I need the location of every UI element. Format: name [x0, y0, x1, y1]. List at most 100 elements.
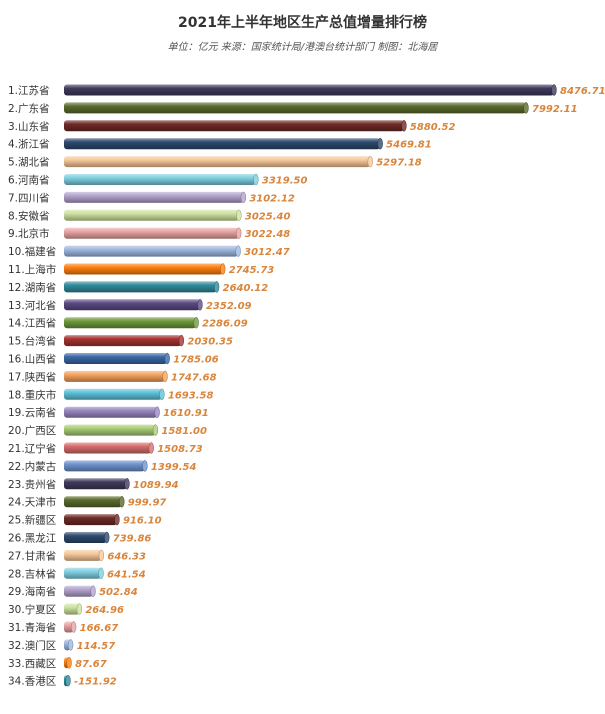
- chart-title: 2021年上半年地区生产总值增量排行榜: [178, 15, 427, 31]
- bar-cap: [551, 84, 557, 96]
- value-label: 166.67: [80, 623, 119, 634]
- bar-cap: [236, 227, 242, 239]
- value-label: 5297.18: [376, 158, 422, 169]
- category-label: 3.山东省: [8, 120, 50, 133]
- bar: [64, 281, 217, 293]
- bar: [64, 120, 404, 132]
- bar: [64, 84, 554, 96]
- value-label: 1610.91: [163, 408, 209, 419]
- bar: [64, 138, 381, 150]
- bar: [64, 335, 182, 347]
- bar-cap: [98, 549, 105, 562]
- value-label: 5880.52: [410, 122, 456, 133]
- bar-cap: [240, 191, 246, 204]
- bar-cap: [236, 209, 242, 222]
- category-label: 6.河南省: [8, 174, 50, 187]
- value-label: 739.86: [113, 534, 152, 545]
- value-label: 2640.12: [223, 283, 269, 294]
- value-label: 1693.58: [168, 390, 214, 401]
- bar: [64, 191, 244, 203]
- bar-cap: [65, 674, 71, 687]
- category-label: 8.安徽省: [8, 209, 50, 222]
- bar-cap: [220, 263, 226, 275]
- value-label: 2286.09: [202, 319, 248, 330]
- bar-cap: [152, 424, 159, 436]
- bar-cap: [70, 621, 77, 633]
- bar: [64, 514, 117, 526]
- bar: [64, 442, 152, 454]
- value-label: 1785.06: [173, 355, 219, 366]
- value-label: 641.54: [107, 569, 146, 580]
- category-label: 24.天津市: [8, 496, 56, 509]
- category-label: 5.湖北省: [8, 156, 50, 169]
- bar: [64, 317, 197, 329]
- bar: [64, 227, 239, 239]
- bar: [64, 567, 102, 579]
- value-label: 646.33: [107, 551, 146, 562]
- bar-cap: [67, 639, 74, 651]
- bar-cap: [119, 495, 125, 508]
- bar: [64, 209, 239, 221]
- bar: [64, 603, 80, 615]
- bar-cap: [162, 370, 168, 383]
- category-label: 4.浙江省: [8, 138, 50, 151]
- category-label: 30.宁夏区: [8, 603, 56, 616]
- value-label: 5469.81: [386, 140, 432, 151]
- value-label: 3319.50: [262, 176, 308, 187]
- bar-cap: [148, 442, 154, 454]
- bar: [64, 406, 158, 418]
- bar: [64, 174, 256, 185]
- bar-cap: [235, 245, 241, 257]
- value-label: 8476.71: [560, 86, 605, 97]
- category-label: 27.甘肃省: [8, 549, 56, 562]
- value-label: 87.67: [75, 659, 107, 670]
- category-label: 31.青海省: [8, 621, 56, 634]
- bar: [64, 102, 526, 114]
- bar-cap: [142, 460, 148, 472]
- value-label: 3012.47: [244, 247, 290, 258]
- bar-cap: [377, 137, 383, 150]
- bar-cap: [98, 567, 104, 580]
- bar-cap: [90, 585, 96, 597]
- category-label: 29.海南省: [8, 585, 56, 598]
- category-label: 32.澳门区: [8, 639, 56, 652]
- bar: [64, 460, 145, 472]
- bar: [64, 532, 107, 543]
- value-label: 999.97: [128, 498, 167, 509]
- bar: [64, 478, 128, 490]
- category-label: 22.内蒙古: [8, 460, 56, 473]
- bar-cap: [159, 388, 165, 401]
- value-label: 1581.00: [161, 426, 207, 437]
- bar-cap: [104, 531, 110, 544]
- bar: [64, 156, 371, 168]
- value-label: 502.84: [99, 587, 138, 598]
- value-label: 1508.73: [157, 444, 203, 455]
- value-label: 1399.54: [151, 462, 197, 473]
- category-label: 25.新疆区: [8, 514, 56, 527]
- bar: [64, 263, 223, 275]
- category-label: 21.辽宁省: [8, 442, 56, 455]
- value-label: 1089.94: [133, 480, 179, 491]
- category-label: 26.黑龙江: [8, 532, 57, 545]
- bar: [64, 245, 239, 257]
- category-label: 7.四川省: [8, 191, 50, 204]
- bar-cap: [66, 657, 72, 669]
- bar-cap: [178, 334, 185, 347]
- category-label: 9.北京市: [8, 227, 50, 240]
- value-label: 2745.73: [229, 265, 275, 276]
- bar-cap: [213, 281, 220, 293]
- bar-cap: [154, 406, 160, 418]
- bar-cap: [193, 316, 199, 329]
- category-label: 18.重庆市: [8, 388, 56, 401]
- value-label: -151.92: [74, 677, 117, 688]
- bar: [64, 370, 166, 382]
- bar: [64, 496, 122, 508]
- bar-cap: [164, 352, 170, 365]
- bar: [64, 353, 168, 364]
- bar-cap: [523, 102, 529, 114]
- category-label: 11.上海市: [8, 263, 56, 276]
- bar-cap: [76, 603, 82, 615]
- category-label: 1.江苏省: [8, 84, 50, 97]
- category-label: 34.香港区: [8, 676, 56, 688]
- value-label: 114.57: [77, 641, 116, 652]
